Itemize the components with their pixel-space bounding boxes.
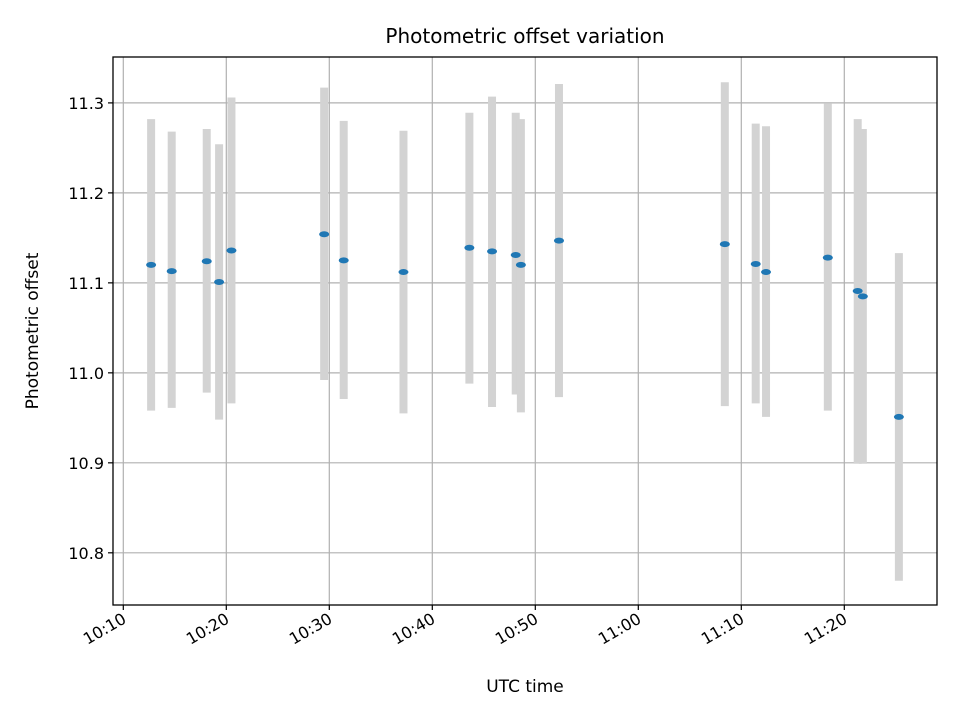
data-point <box>487 248 498 255</box>
data-point <box>893 413 904 420</box>
y-tick-label: 10.8 <box>68 544 104 563</box>
y-axis-label: Photometric offset <box>23 252 43 409</box>
data-point <box>338 257 349 264</box>
data-point <box>214 278 225 285</box>
data-point <box>761 269 772 276</box>
x-axis-label: UTC time <box>486 677 564 697</box>
y-axis: 10.8 10.9 11.0 11.1 11.2 11.3 <box>68 94 113 563</box>
y-tick-label: 11.0 <box>68 364 104 383</box>
data-point <box>515 261 526 268</box>
data-point <box>822 254 833 261</box>
data-point <box>201 258 212 265</box>
chart-title: Photometric offset variation <box>385 24 664 48</box>
data-point <box>719 241 730 248</box>
plot-frame <box>112 56 938 606</box>
data-point <box>226 247 237 254</box>
data-points <box>146 231 904 420</box>
data-point <box>510 251 521 258</box>
data-point <box>166 268 177 275</box>
y-tick-label: 11.1 <box>68 274 104 293</box>
y-tick-label: 11.3 <box>68 94 104 113</box>
grid <box>113 57 937 605</box>
data-point <box>146 261 157 268</box>
data-point <box>464 244 475 251</box>
data-point <box>319 231 330 238</box>
data-point <box>857 293 868 300</box>
data-point <box>852 287 863 294</box>
data-point <box>750 260 761 267</box>
data-point <box>553 237 564 244</box>
y-tick-label: 10.9 <box>68 454 104 473</box>
y-tick-label: 11.2 <box>68 184 104 203</box>
data-point <box>398 269 409 276</box>
